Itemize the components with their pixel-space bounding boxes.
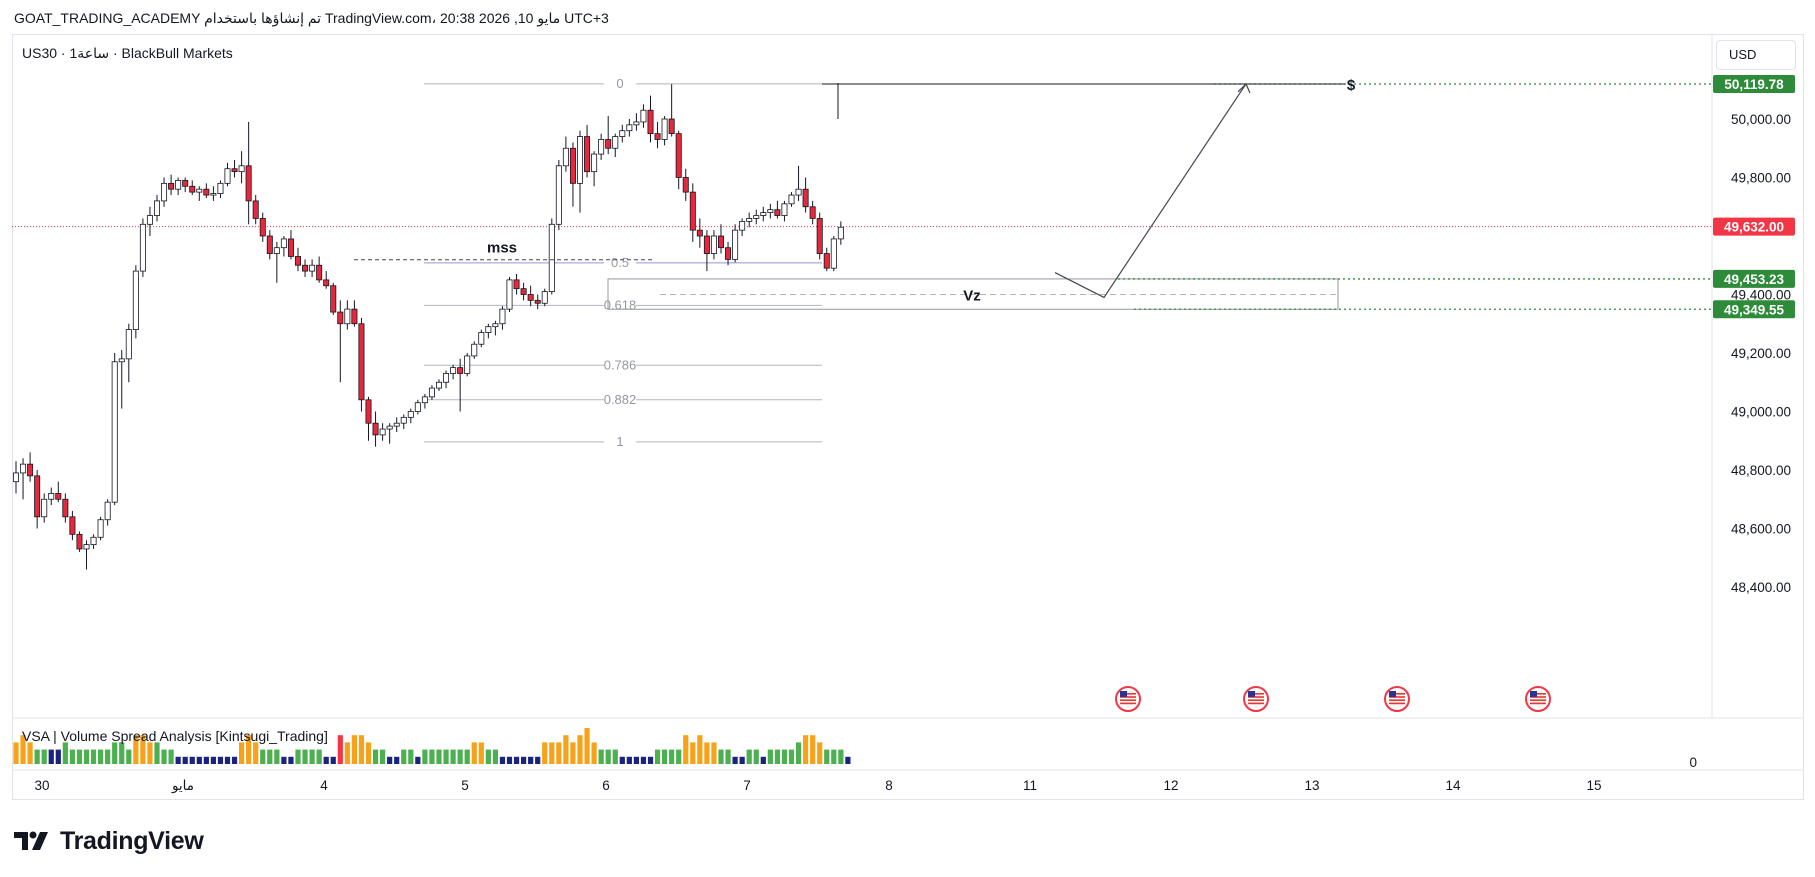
currency-button[interactable]: USD: [1716, 40, 1796, 70]
vsa-indicator-title[interactable]: VSA | Volume Spread Analysis [Kintsugi_T…: [22, 728, 328, 744]
symbol-info[interactable]: US30 · 1ساعة · BlackBull Markets: [22, 45, 233, 61]
chart-frame[interactable]: [12, 34, 1804, 800]
tradingview-logo[interactable]: TradingView: [14, 826, 204, 856]
tradingview-logo-text: TradingView: [60, 826, 204, 855]
chart-header: GOAT_TRADING_ACADEMY تم إنشاؤها باستخدام…: [14, 10, 609, 26]
tradingview-logo-icon: [14, 831, 48, 850]
